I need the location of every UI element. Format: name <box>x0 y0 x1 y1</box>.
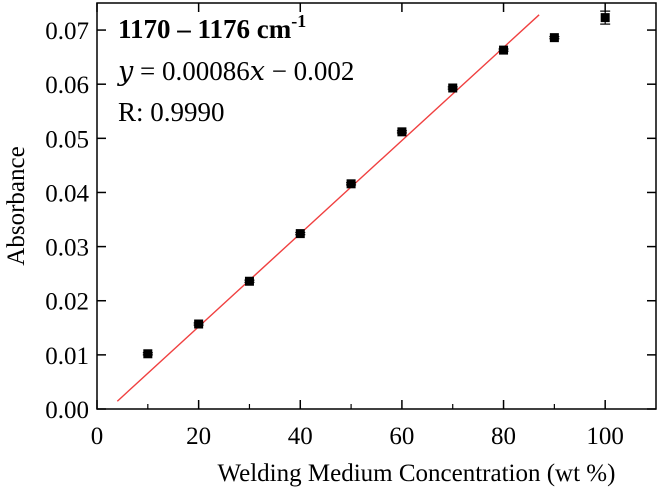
x-axis-title: Welding Medium Concentration (wt %) <box>218 460 616 487</box>
y-tick-label: 0.07 <box>45 18 89 45</box>
points-layer <box>142 10 611 359</box>
y-axis-title: Absorbance <box>3 146 30 265</box>
x-tick-label: 100 <box>586 423 624 450</box>
fit-layer <box>116 14 540 402</box>
ticks-layer: 0 20 40 60 80 100 0.00 0.01 0.02 0.03 0.04 0.05 0.06… <box>45 3 656 450</box>
linear-fit-line <box>116 14 540 402</box>
y-tick-label: 0.04 <box>45 180 89 207</box>
y-tick-label: 0.05 <box>45 126 89 153</box>
data-point <box>499 45 509 55</box>
y-tick-label: 0.00 <box>45 397 89 424</box>
y-tick-label: 0.01 <box>45 343 89 370</box>
data-point <box>244 276 254 286</box>
data-point <box>194 319 204 329</box>
data-point <box>600 13 610 23</box>
data-point <box>549 33 559 43</box>
x-tick-label: 20 <box>186 423 211 450</box>
x-tick-label: 40 <box>288 423 313 450</box>
data-point <box>295 229 305 239</box>
plot-frame <box>96 2 657 410</box>
data-point <box>448 83 458 93</box>
data-point <box>143 349 153 359</box>
fit-equation-annotation: 𝑦 = 0.00086𝑥 − 0.002 <box>117 56 354 86</box>
y-tick-label: 0.02 <box>45 289 89 316</box>
wavenumber-range-annotation: 1170 – 1176 cm-1 <box>118 11 306 44</box>
y-tick-label: 0.06 <box>45 72 89 99</box>
r-value-annotation: R: 0.9990 <box>118 97 225 127</box>
wavenumber-range-text: 1170 – 1176 cm <box>118 14 292 44</box>
x-tick-label: 80 <box>491 423 516 450</box>
x-tick-label: 0 <box>91 423 104 450</box>
x-tick-label: 60 <box>389 423 414 450</box>
wavenumber-unit-superscript: -1 <box>291 11 306 31</box>
y-tick-label: 0.03 <box>45 235 89 262</box>
data-point <box>346 179 356 189</box>
data-point <box>397 127 407 137</box>
